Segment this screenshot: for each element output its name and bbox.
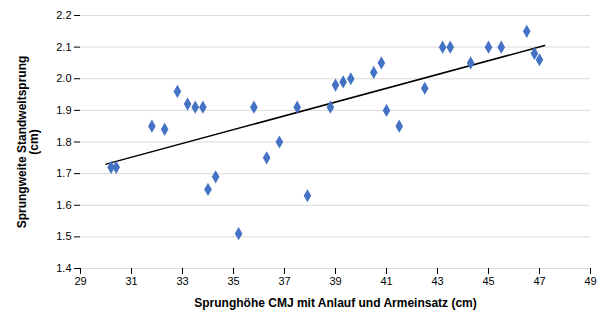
svg-text:1.5: 1.5: [56, 230, 71, 242]
svg-text:Sprunghöhe CMJ mit Anlauf und: Sprunghöhe CMJ mit Anlauf und Armeinsatz…: [194, 296, 476, 310]
svg-text:1.9: 1.9: [56, 104, 71, 116]
svg-text:37: 37: [278, 275, 290, 287]
svg-text:1.8: 1.8: [56, 136, 71, 148]
svg-text:41: 41: [380, 275, 392, 287]
svg-text:31: 31: [125, 275, 137, 287]
svg-text:2.2: 2.2: [56, 9, 71, 21]
svg-text:29: 29: [74, 275, 86, 287]
svg-text:43: 43: [431, 275, 443, 287]
svg-text:1.6: 1.6: [56, 199, 71, 211]
svg-text:1.7: 1.7: [56, 167, 71, 179]
svg-text:35: 35: [227, 275, 239, 287]
svg-text:1.4: 1.4: [56, 262, 71, 274]
svg-text:2.1: 2.1: [56, 41, 71, 53]
svg-text:45: 45: [482, 275, 494, 287]
svg-text:47: 47: [533, 275, 545, 287]
svg-text:39: 39: [329, 275, 341, 287]
svg-text:Sprungweite Standweitsprung(cm: Sprungweite Standweitsprung(cm): [15, 56, 41, 229]
svg-text:33: 33: [176, 275, 188, 287]
svg-text:49: 49: [584, 275, 596, 287]
svg-text:2.0: 2.0: [56, 72, 71, 84]
